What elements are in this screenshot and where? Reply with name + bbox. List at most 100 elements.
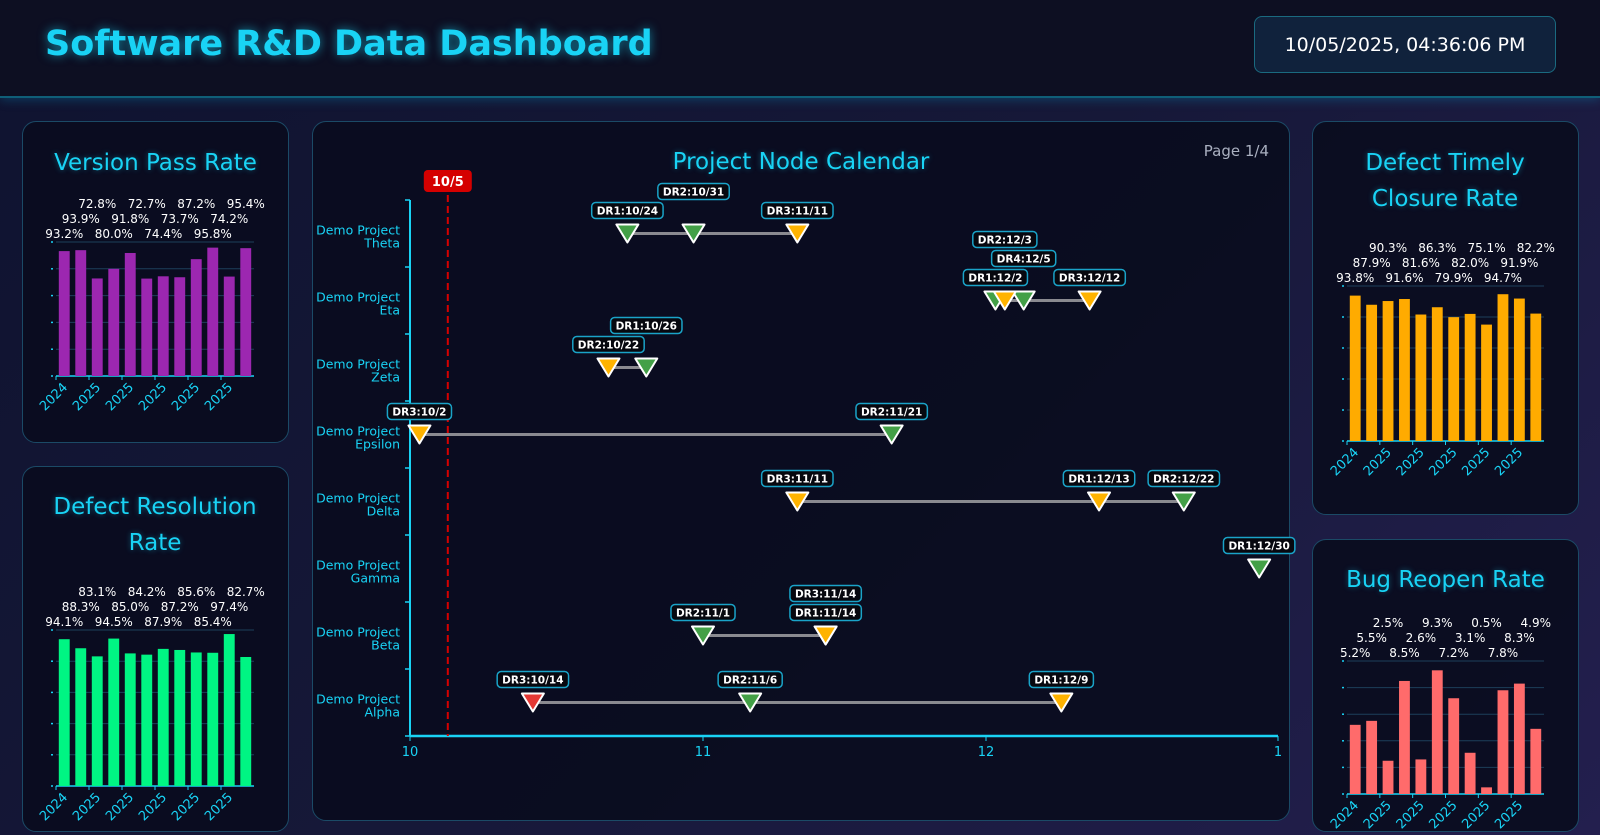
bar-value-label: 4.9% xyxy=(1521,616,1552,630)
bar xyxy=(141,654,153,786)
bar-value-label: 5.5% xyxy=(1356,631,1387,645)
node-marker xyxy=(1049,692,1074,713)
node-label[interactable]: DR1:11/14 xyxy=(789,603,863,622)
project-label-line2: Beta xyxy=(371,638,400,653)
x-tick-label: 2025 xyxy=(70,380,104,414)
project-label-line2: Eta xyxy=(380,303,400,318)
node-marker xyxy=(407,424,432,445)
x-tick-label: 2024 xyxy=(1328,445,1362,479)
x-tick-label: 11 xyxy=(695,745,712,760)
node-label-text: DR1:11/14 xyxy=(795,608,856,620)
node-label[interactable]: DR2:11/21 xyxy=(855,402,929,421)
bar-value-label: 94.1% xyxy=(45,615,83,629)
node-label-text: DR3:12/12 xyxy=(1059,273,1120,285)
bar xyxy=(1513,683,1525,794)
bar-value-label: 79.9% xyxy=(1435,271,1473,285)
node-label-text: DR3:10/2 xyxy=(392,407,446,419)
node-label[interactable]: DR4:12/5 xyxy=(990,249,1057,268)
node-label-box xyxy=(717,670,783,689)
bar xyxy=(91,278,103,376)
project-label-line2: Gamma xyxy=(351,571,400,586)
node-label-box xyxy=(670,603,736,622)
node-label[interactable]: DR3:11/14 xyxy=(789,584,863,603)
bar-value-label: 72.7% xyxy=(128,197,166,211)
bar xyxy=(124,653,136,786)
x-tick-label: 2025 xyxy=(169,380,203,414)
x-tick-label: 2025 xyxy=(1427,445,1461,479)
node-label[interactable]: DR3:10/14 xyxy=(496,670,570,689)
bar-value-label: 87.9% xyxy=(1353,256,1391,270)
node-label[interactable]: DR2:11/6 xyxy=(717,670,783,689)
node-label[interactable]: DR3:12/12 xyxy=(1053,268,1127,287)
node-label-box xyxy=(990,249,1057,268)
page-indicator[interactable]: Page 1/4 xyxy=(1203,142,1269,160)
node-label-box xyxy=(760,201,834,220)
bar xyxy=(1399,299,1410,441)
node-label[interactable]: DR3:11/11 xyxy=(760,469,834,488)
x-tick-label: 2025 xyxy=(1427,798,1461,832)
node-label[interactable]: DR3:10/2 xyxy=(386,402,453,421)
node-label[interactable]: DR1:12/2 xyxy=(962,268,1029,287)
node-label[interactable]: DR1:10/26 xyxy=(609,316,683,335)
bar xyxy=(75,648,87,786)
defect-timely-closure-panel: Defect Timely Closure Rate 93.8% 87.9% 90.… xyxy=(1312,121,1579,515)
node-label-text: DR4:12/5 xyxy=(997,254,1051,266)
node-label[interactable]: DR2:10/31 xyxy=(657,182,730,201)
project-label: Demo Project xyxy=(316,491,400,506)
node-label[interactable]: DR1:12/30 xyxy=(1222,536,1296,555)
node-label[interactable]: DR1:12/13 xyxy=(1062,469,1136,488)
project-label-line2: Theta xyxy=(363,236,400,251)
node-marker xyxy=(738,692,763,713)
bar-value-label: 82.2% xyxy=(1517,241,1555,255)
x-tick-label: 2025 xyxy=(1459,445,1493,479)
bar-value-label: 87.2% xyxy=(177,197,215,211)
bug-reopen-rate-panel: Bug Reopen Rate 5.2% 5.5% 2.5% 8.5% 2.6% 9.3%… xyxy=(1312,539,1579,832)
bar xyxy=(157,648,169,786)
bar-value-label: 2.5% xyxy=(1373,616,1404,630)
panel-title: Defect Timely Closure Rate xyxy=(1365,150,1525,212)
datetime-display: 10/05/2025, 04:36:06 PM xyxy=(1254,16,1556,73)
page-title: Software R&D Data Dashboard xyxy=(45,24,653,64)
node-label-text: DR2:11/6 xyxy=(723,675,777,687)
node-label[interactable]: DR2:12/22 xyxy=(1147,469,1221,488)
bar-value-label: 72.8% xyxy=(78,197,116,211)
node-label-box xyxy=(789,584,863,603)
node-label-text: DR2:10/22 xyxy=(578,340,639,352)
bar xyxy=(1497,294,1509,441)
bar xyxy=(1366,720,1378,794)
bar-value-label: 2.6% xyxy=(1406,631,1437,645)
project-label: Demo Project xyxy=(316,558,400,573)
bar-value-label: 86.3% xyxy=(1418,241,1456,255)
node-label-text: DR1:10/26 xyxy=(616,321,677,333)
bar xyxy=(91,656,103,786)
x-tick-label: 2025 xyxy=(103,790,137,824)
node-marker xyxy=(596,357,621,378)
bar xyxy=(75,250,87,376)
x-tick-label: 1 xyxy=(1274,745,1282,760)
bar-value-label: 85.6% xyxy=(177,585,215,599)
bar-value-label: 0.5% xyxy=(1471,616,1502,630)
node-label[interactable]: DR3:11/11 xyxy=(760,201,834,220)
project-label: Demo Project xyxy=(316,625,400,640)
bar xyxy=(1464,313,1476,441)
bar-value-label: 3.1% xyxy=(1455,631,1486,645)
bar xyxy=(1448,698,1460,794)
node-label[interactable]: DR2:12/3 xyxy=(972,230,1038,249)
node-marker xyxy=(1087,491,1112,512)
node-label[interactable]: DR2:11/1 xyxy=(670,603,736,622)
header: Software R&D Data Dashboard 10/05/2025, … xyxy=(0,0,1600,98)
bar-value-label: 75.1% xyxy=(1467,241,1505,255)
bar xyxy=(240,656,252,786)
node-label[interactable]: DR1:10/24 xyxy=(590,201,664,220)
node-label[interactable]: DR1:12/9 xyxy=(1028,670,1095,689)
x-tick-label: 2025 xyxy=(1492,798,1526,832)
node-label-box xyxy=(972,230,1038,249)
bar-value-label: 91.9% xyxy=(1500,256,1538,270)
bar-value-label: 87.2% xyxy=(161,600,199,614)
bar xyxy=(58,251,70,376)
node-label[interactable]: DR2:10/22 xyxy=(572,335,645,354)
bar-value-label: 91.6% xyxy=(1385,271,1423,285)
node-label-box xyxy=(1062,469,1136,488)
panel-title: Bug Reopen Rate xyxy=(1346,567,1545,593)
